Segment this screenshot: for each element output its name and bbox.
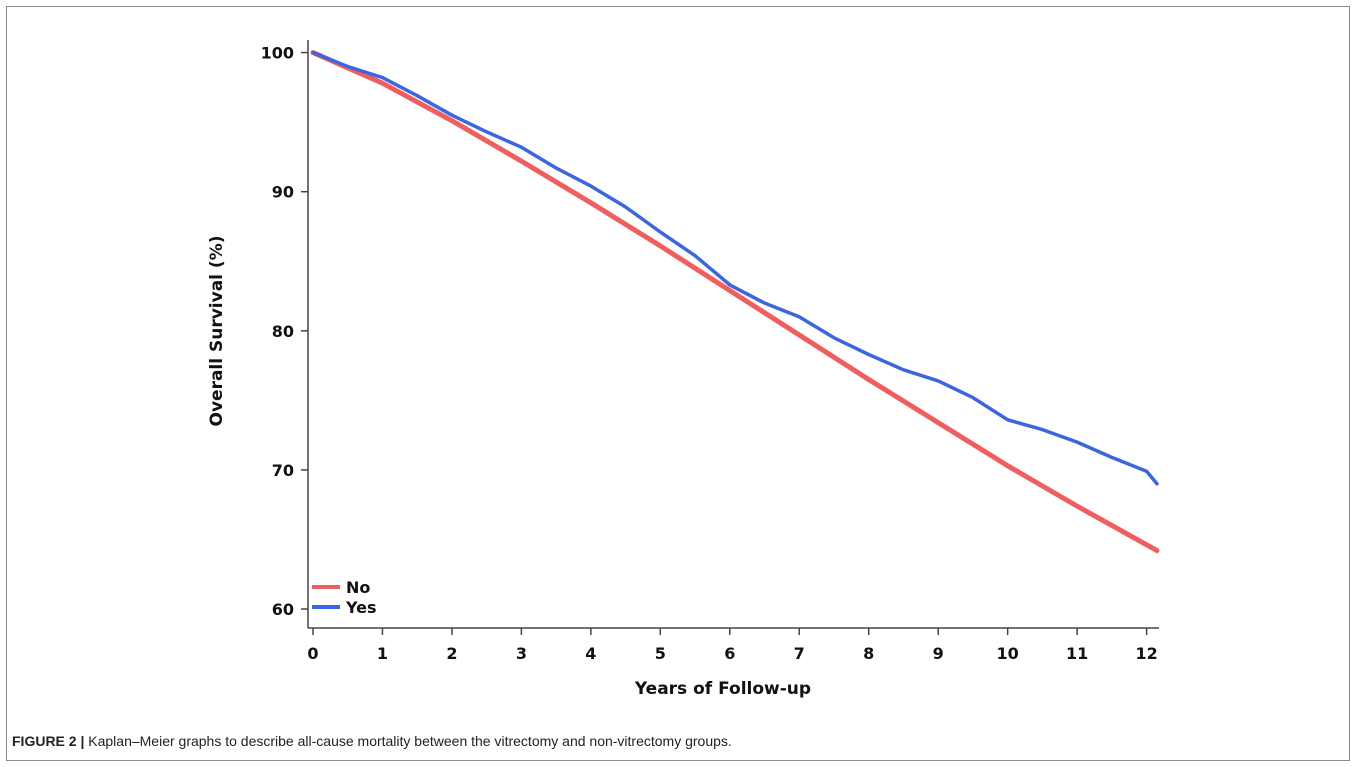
x-tick-label: 4 xyxy=(585,644,596,663)
x-axis-title: Years of Follow-up xyxy=(634,679,811,699)
series-layer xyxy=(310,50,1160,554)
y-tick-label: 100 xyxy=(261,44,294,63)
x-tick-label: 7 xyxy=(794,644,805,663)
caption-text: Kaplan–Meier graphs to describe all-caus… xyxy=(84,733,732,749)
figure-label: FIGURE 2 | xyxy=(12,733,85,749)
x-tick-label: 9 xyxy=(933,644,944,663)
legend-label-no: No xyxy=(346,578,370,597)
series-line-yes xyxy=(311,50,1159,486)
x-tick-label: 1 xyxy=(377,644,388,663)
x-tick-label: 3 xyxy=(516,644,527,663)
y-axis-title: Overall Survival (%) xyxy=(207,235,227,426)
figure-caption: FIGURE 2 | Kaplan–Meier graphs to descri… xyxy=(12,733,732,749)
y-tick-label: 80 xyxy=(272,322,294,341)
x-tick-label: 6 xyxy=(724,644,735,663)
x-tick-label: 2 xyxy=(446,644,457,663)
y-tick-label: 60 xyxy=(272,600,294,619)
series-line-no xyxy=(310,50,1160,554)
x-tick-label: 8 xyxy=(863,644,874,663)
x-tick-label: 12 xyxy=(1135,644,1157,663)
y-ticks: 60 70 80 90 100 xyxy=(261,44,308,619)
x-tick-label: 10 xyxy=(997,644,1019,663)
x-tick-label: 5 xyxy=(655,644,666,663)
y-tick-label: 90 xyxy=(272,183,294,202)
x-tick-label: 11 xyxy=(1066,644,1088,663)
figure-frame xyxy=(6,6,1350,761)
legend-label-yes: Yes xyxy=(345,598,377,617)
x-tick-label: 0 xyxy=(307,644,318,663)
y-tick-label: 70 xyxy=(272,461,294,480)
axes xyxy=(307,40,1159,629)
x-ticks: 0 1 2 3 4 5 6 7 8 9 10 11 12 xyxy=(307,628,1158,663)
